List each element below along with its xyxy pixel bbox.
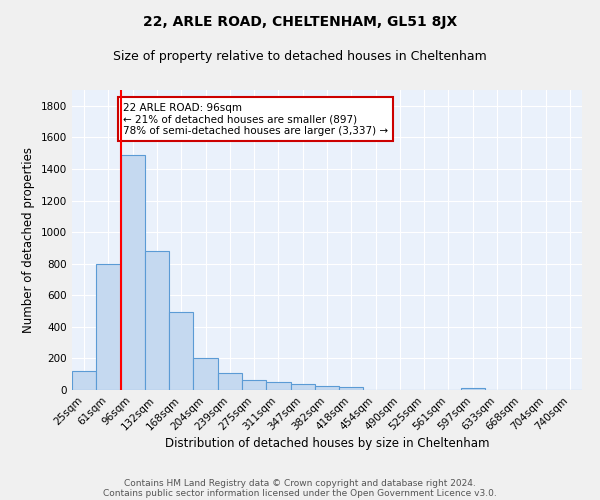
Y-axis label: Number of detached properties: Number of detached properties [22,147,35,333]
Bar [339,387,364,390]
Text: 22 ARLE ROAD: 96sqm
← 21% of detached houses are smaller (897)
78% of semi-detac: 22 ARLE ROAD: 96sqm ← 21% of detached ho… [123,102,388,136]
Bar [145,251,169,390]
Bar [242,380,266,390]
X-axis label: Distribution of detached houses by size in Cheltenham: Distribution of detached houses by size … [165,438,489,450]
Text: 22, ARLE ROAD, CHELTENHAM, GL51 8JX: 22, ARLE ROAD, CHELTENHAM, GL51 8JX [143,15,457,29]
Bar [169,312,193,390]
Bar [290,384,315,390]
Bar [121,154,145,390]
Bar [315,386,339,390]
Bar [461,388,485,390]
Bar [96,264,121,390]
Bar [218,374,242,390]
Text: Contains public sector information licensed under the Open Government Licence v3: Contains public sector information licen… [103,488,497,498]
Bar [266,382,290,390]
Text: Contains HM Land Registry data © Crown copyright and database right 2024.: Contains HM Land Registry data © Crown c… [124,478,476,488]
Bar [193,358,218,390]
Bar [72,371,96,390]
Text: Size of property relative to detached houses in Cheltenham: Size of property relative to detached ho… [113,50,487,63]
